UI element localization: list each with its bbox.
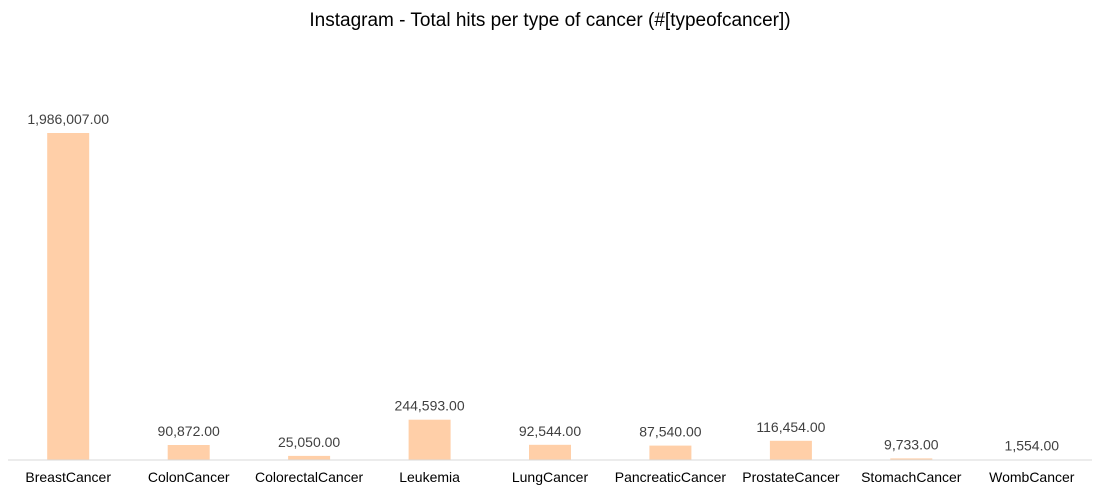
data-labels-group: 1,986,007.00 90,872.00 25,050.00 244,593.00… — [27, 111, 1059, 454]
x-tick-label-pancreaticcancer: PancreaticCancer — [615, 469, 727, 485]
chart-title: Instagram - Total hits per type of cance… — [309, 10, 790, 31]
data-label-breastcancer: 1,986,007.00 — [27, 111, 109, 127]
bars-group — [47, 133, 1053, 461]
x-tick-label-stomachcancer: StomachCancer — [861, 469, 962, 485]
x-tick-label-coloncancer: ColonCancer — [148, 469, 230, 485]
data-label-wombcancer: 1,554.00 — [1005, 438, 1060, 454]
data-label-lungcancer: 92,544.00 — [519, 423, 581, 439]
bar-stomachcancer — [890, 458, 933, 460]
x-tick-label-lungcancer: LungCancer — [512, 469, 589, 485]
bar-colorectalcancer — [288, 455, 331, 460]
x-tick-label-wombcancer: WombCancer — [989, 469, 1075, 485]
data-label-colorectalcancer: 25,050.00 — [278, 434, 340, 450]
tick-labels-group: BreastCancer ColonCancer ColorectalCancer L… — [25, 469, 1074, 485]
data-label-stomachcancer: 9,733.00 — [884, 436, 939, 452]
x-tick-label-colorectalcancer: ColorectalCancer — [255, 469, 363, 485]
bar-breastcancer — [47, 133, 90, 460]
data-label-coloncancer: 90,872.00 — [158, 423, 220, 439]
bar-pancreaticcancer — [649, 445, 692, 460]
data-label-pancreaticcancer: 87,540.00 — [639, 424, 701, 440]
data-label-prostatecancer: 116,454.00 — [756, 419, 825, 435]
bar-prostatecancer — [769, 440, 812, 460]
x-tick-label-prostatecancer: ProstateCancer — [742, 469, 840, 485]
x-tick-label-breastcancer: BreastCancer — [25, 469, 111, 485]
x-tick-label-leukemia: Leukemia — [399, 469, 460, 485]
bar-lungcancer — [529, 444, 571, 460]
data-label-leukemia: 244,593.00 — [395, 398, 465, 414]
bar-leukemia — [408, 419, 451, 460]
bar-coloncancer — [167, 445, 210, 460]
